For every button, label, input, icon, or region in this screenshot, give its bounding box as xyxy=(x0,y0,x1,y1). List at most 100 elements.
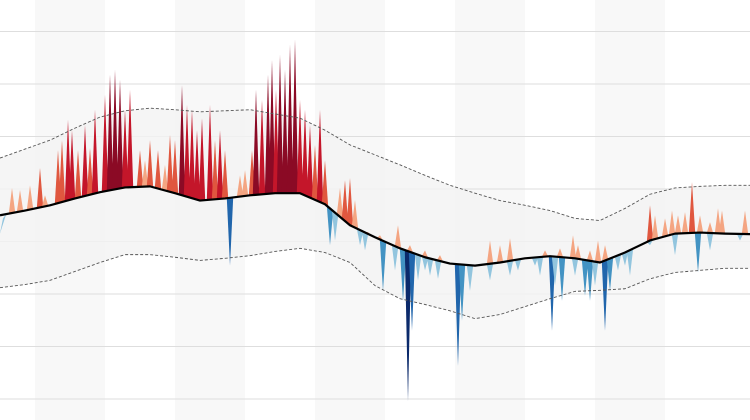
spike-below xyxy=(586,260,594,301)
spike-below xyxy=(581,259,589,296)
spike-above xyxy=(276,54,284,194)
spike-above xyxy=(296,99,304,195)
spike-above xyxy=(74,150,82,199)
spike-above xyxy=(241,170,249,197)
spike-above xyxy=(336,187,344,220)
spike-below xyxy=(458,264,466,321)
spike-above xyxy=(91,109,99,195)
spike-below xyxy=(421,256,429,271)
spike-above xyxy=(193,130,201,201)
spike-above xyxy=(651,215,659,240)
spike-above xyxy=(41,195,49,207)
spike-above xyxy=(594,240,602,263)
spike-above xyxy=(496,245,504,263)
spike-above xyxy=(86,148,94,196)
spike-above xyxy=(136,150,144,187)
spike-above xyxy=(311,144,319,202)
spike-below xyxy=(736,233,744,241)
spike-above xyxy=(206,105,214,200)
spike-above xyxy=(198,118,206,201)
spike-below xyxy=(536,256,544,276)
spike-above xyxy=(64,119,72,202)
spike-above xyxy=(178,85,186,197)
spike-above xyxy=(351,200,359,230)
spike-above xyxy=(106,74,114,191)
spike-above xyxy=(718,210,726,234)
spike-above xyxy=(574,245,582,260)
spike-above xyxy=(341,180,349,224)
spike-below xyxy=(326,205,334,246)
spike-below xyxy=(551,256,559,286)
spike-above xyxy=(141,160,149,187)
spike-above xyxy=(8,187,16,214)
spike-above xyxy=(216,130,224,200)
spike-below xyxy=(591,261,599,286)
spike-above xyxy=(541,250,549,257)
spike-above xyxy=(668,210,676,236)
spike-above xyxy=(321,160,329,207)
spike-below xyxy=(391,244,399,271)
spike-above xyxy=(126,89,134,188)
spike-above xyxy=(286,44,294,194)
spike-below xyxy=(571,258,579,276)
spike-above xyxy=(268,59,276,194)
spike-below xyxy=(379,239,387,291)
spike-below xyxy=(506,260,514,276)
spike-below xyxy=(606,257,614,291)
spike-above xyxy=(346,177,354,227)
spike-below xyxy=(621,250,629,266)
baseline xyxy=(0,185,750,267)
spike-above xyxy=(688,182,696,234)
spike-above xyxy=(394,225,402,249)
spike-below xyxy=(404,250,412,402)
spike-above xyxy=(121,109,129,189)
spike-below xyxy=(626,248,634,276)
spike-above xyxy=(486,240,494,265)
spike-below xyxy=(486,263,494,281)
spike-above xyxy=(36,168,44,209)
spike-above xyxy=(316,109,324,204)
spike-below xyxy=(226,197,234,266)
spike-below xyxy=(361,230,369,251)
spike-below xyxy=(331,209,339,241)
spike-above xyxy=(706,222,714,234)
spike-above xyxy=(281,69,289,194)
spike-below xyxy=(614,254,622,271)
spike-above xyxy=(586,250,594,262)
spike-above xyxy=(161,164,169,192)
spike-below xyxy=(671,233,679,256)
spike-above xyxy=(101,95,109,192)
spike-below xyxy=(548,256,556,331)
spike-below xyxy=(466,264,474,291)
lower-bound xyxy=(0,247,750,320)
spike-above xyxy=(188,109,196,200)
spike-above xyxy=(301,109,309,197)
spike-below xyxy=(408,251,416,331)
spike-below xyxy=(514,258,522,271)
spike-above xyxy=(154,150,162,190)
spike-above xyxy=(506,238,514,262)
spike-above xyxy=(258,99,266,195)
spike-below xyxy=(531,257,539,266)
spike-below xyxy=(434,259,442,279)
spike-above xyxy=(111,69,119,190)
upper-bound xyxy=(0,107,750,221)
spike-below xyxy=(558,256,566,301)
spike-above xyxy=(16,190,24,213)
spike-above xyxy=(714,208,722,234)
spike-above xyxy=(306,124,314,200)
spike-above xyxy=(183,105,191,198)
spike-below xyxy=(0,214,7,234)
spike-above xyxy=(236,175,244,197)
spike-above xyxy=(171,140,179,195)
spike-above xyxy=(646,205,654,242)
spike-above xyxy=(116,79,124,189)
spike-above xyxy=(221,150,229,199)
spike-below xyxy=(454,263,462,366)
spike-above xyxy=(166,134,174,193)
spike-below xyxy=(601,259,609,331)
spike-above xyxy=(81,124,89,197)
spike-below xyxy=(414,253,422,281)
spike-below xyxy=(426,257,434,276)
